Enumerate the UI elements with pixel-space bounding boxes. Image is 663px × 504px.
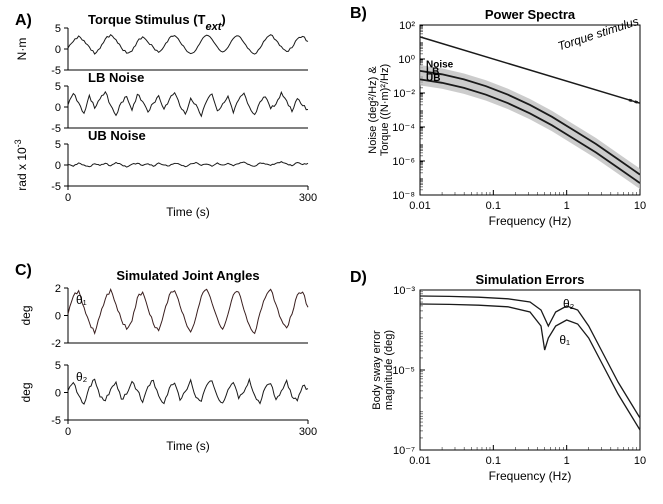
panel-c-label: C) [15,262,32,279]
svg-text:1: 1 [564,455,570,467]
ub-spectrum [420,79,640,183]
panel-c-title: Simulated Joint Angles [116,268,259,283]
panel-a-title-torque: Torque Stimulus (Text) [88,12,226,33]
panel-a: A) -5 0 5 Torque Stimulus (Text) N·m -5 0 5 LB No… [13,12,317,219]
svg-text:10: 10 [634,455,646,467]
svg-text:0: 0 [65,426,71,438]
svg-text:0: 0 [55,160,61,172]
panel-b-label: B) [350,5,367,22]
svg-text:5: 5 [55,139,61,151]
panel-a-label: A) [15,12,32,29]
ylabel-c1: deg [19,305,33,325]
panel-d-title: Simulation Errors [475,272,584,287]
panel-d: D)Simulation Errors0.010.111010⁻⁷10⁻⁵10⁻… [350,269,646,483]
svg-text:300: 300 [299,426,317,438]
svg-text:10⁻²: 10⁻² [393,88,415,100]
svg-text:0.1: 0.1 [486,455,501,467]
trace-lb [68,92,308,116]
svg-text:0: 0 [55,311,61,323]
ylabel-torque: N·m [15,38,29,61]
theta1-label-d: θ₁ [559,333,570,347]
error-theta2 [420,296,640,418]
svg-text:10⁻⁵: 10⁻⁵ [392,365,415,377]
svg-text:10⁻³: 10⁻³ [393,285,415,297]
panel-b: B)Power Spectra0.010.111010⁻⁸10⁻⁶10⁻⁴10⁻… [350,5,646,228]
theta2-annotation: θ₂ [76,370,88,384]
panel-a-title-ub: UB Noise [88,128,146,143]
theta2-label-d: θ₂ [563,297,575,311]
xlabel-d: Frequency (Hz) [489,469,572,483]
panel-c: C) Simulated Joint Angles -2 0 2 θ₁ deg 0 300 -5 0… [15,262,317,453]
svg-text:2: 2 [55,283,61,295]
svg-text:0: 0 [55,388,61,400]
xlabel-c: Time (s) [166,439,210,453]
svg-text:0: 0 [55,102,61,114]
svg-text:0: 0 [65,192,71,204]
svg-text:1: 1 [564,200,570,212]
svg-text:-5: -5 [51,415,61,427]
trace-theta2 [68,379,308,404]
svg-text:-5: -5 [51,181,61,193]
trace-theta1 [68,289,308,333]
panel-b-title: Power Spectra [485,7,576,22]
svg-text:5: 5 [55,23,61,35]
ylabel-c2: deg [19,382,33,402]
svg-text:10: 10 [634,200,646,212]
legend-ub: UB [426,73,440,84]
trace-torque [68,35,308,54]
panel-a-title-lb: LB Noise [88,70,144,85]
trace-ub [68,162,308,167]
panel-d-label: D) [350,269,367,286]
svg-text:5: 5 [55,360,61,372]
svg-text:10⁻⁸: 10⁻⁸ [392,190,415,202]
svg-text:10²: 10² [399,20,415,32]
ylabel-rad: rad x 10-3 [13,139,29,190]
svg-text:10⁻⁷: 10⁻⁷ [393,445,415,457]
svg-text:-5: -5 [51,65,61,77]
ylabel-d: Body sway errormagnitude (deg) [371,330,395,410]
ylabel-b: Noise (deg²/Hz) &Torque ((N·m)²/Hz) [367,64,391,156]
svg-text:5: 5 [55,81,61,93]
svg-text:0.1: 0.1 [486,200,501,212]
svg-text:-2: -2 [51,338,61,350]
error-theta1 [420,304,640,430]
svg-text:10⁰: 10⁰ [398,54,415,66]
svg-text:300: 300 [299,192,317,204]
svg-text:10⁻⁶: 10⁻⁶ [392,156,415,168]
svg-text:10⁻⁴: 10⁻⁴ [392,122,415,134]
theta1-annotation: θ₁ [76,293,87,307]
noise-band [420,65,640,189]
xlabel-a: Time (s) [166,205,210,219]
figure: A) -5 0 5 Torque Stimulus (Text) N·m -5 0 5 LB No… [0,0,663,504]
xlabel-b: Frequency (Hz) [489,214,572,228]
svg-text:-5: -5 [51,123,61,135]
svg-text:0: 0 [55,44,61,56]
